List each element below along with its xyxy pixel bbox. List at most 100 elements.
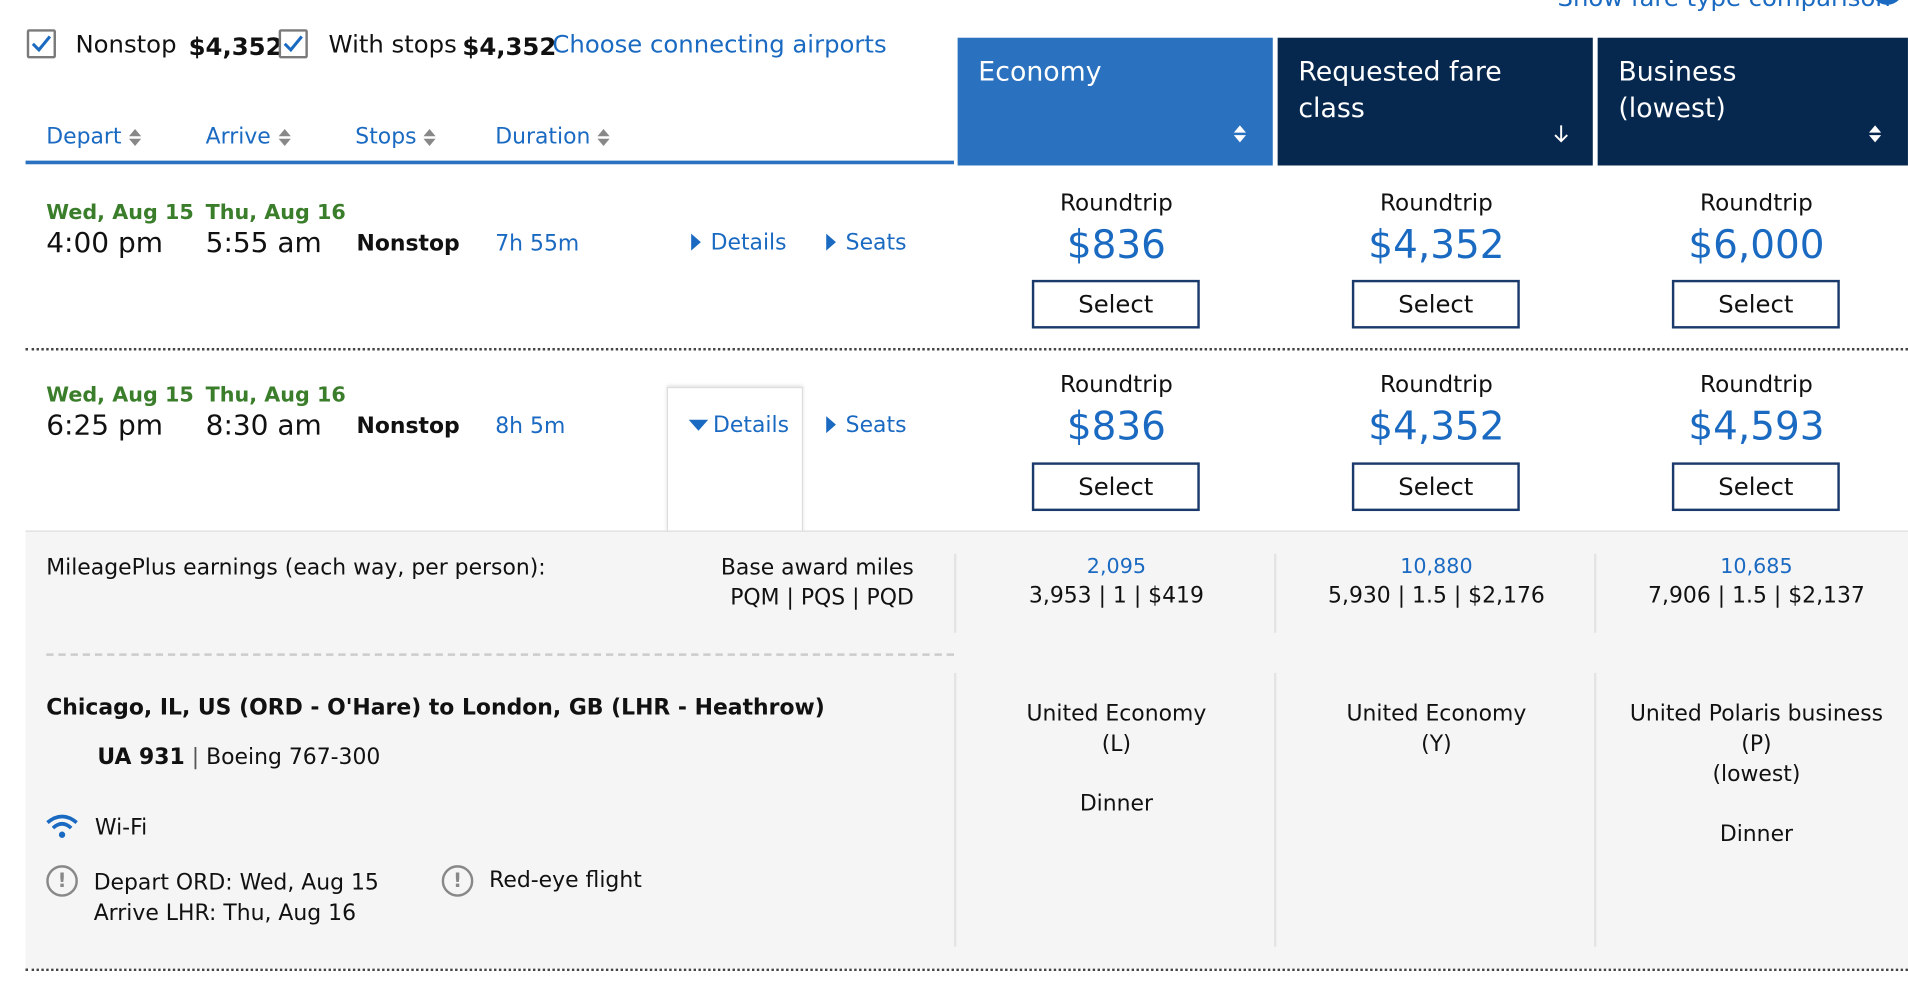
fare-type: Roundtrip [1700, 189, 1813, 217]
redeye-note: Red-eye flight [489, 867, 642, 894]
fare-type: Roundtrip [1060, 371, 1173, 398]
wifi-icon [46, 814, 78, 838]
details-link[interactable]: Details [691, 229, 787, 256]
connecting-airports-link[interactable]: Choose connecting airports [552, 29, 887, 59]
fare-comparison-link[interactable]: Show fare type comparison [1558, 0, 1891, 12]
pq-label: PQM | PQS | PQD [730, 585, 914, 611]
with-stops-checkbox[interactable] [278, 29, 308, 59]
fare-type: Roundtrip [1380, 189, 1493, 217]
sort-arrows-icon [128, 128, 141, 147]
sort-arrive-label: Arrive [205, 124, 271, 150]
fare-header-title: Business [1618, 57, 1737, 88]
sort-arrows-icon [423, 128, 436, 147]
seats-label: Seats [845, 412, 907, 439]
earnings-economy: 2,095 3,953 | 1 | $419 [956, 555, 1276, 609]
flight-number: UA 931 [97, 744, 185, 771]
mileage-label: MileagePlus earnings (each way, per pers… [46, 554, 546, 581]
cabin-code: (Y) [1421, 731, 1452, 757]
award-miles: 10,880 [1400, 554, 1473, 580]
row-divider [25, 348, 1908, 351]
sort-arrows-icon [278, 128, 291, 147]
fare-header-title: Requested fare class [1298, 57, 1502, 125]
depart-date: Wed, Aug 15 [46, 200, 194, 226]
wifi-label: Wi-Fi [94, 815, 148, 841]
panel-bottom-divider [25, 968, 1908, 972]
arrive-note: Arrive LHR: Thu, Aug 16 [93, 900, 357, 926]
earnings-business: 10,685 7,906 | 1.5 | $2,137 [1596, 555, 1908, 609]
sort-stops[interactable]: Stops [355, 124, 436, 150]
sort-underline [25, 160, 954, 165]
details-label: Details [710, 229, 787, 256]
select-button[interactable]: Select [1351, 279, 1520, 329]
cabin-subtitle: (lowest) [1712, 761, 1801, 788]
fare-header-business[interactable]: Business (lowest) [1597, 37, 1908, 166]
details-link[interactable]: Details [688, 412, 789, 439]
seats-link[interactable]: Seats [826, 230, 906, 256]
stops-value: Nonstop [356, 413, 460, 440]
select-button[interactable]: Select [1671, 279, 1840, 329]
fare-price: $4,352 [1368, 221, 1505, 268]
fare-header-requested[interactable]: Requested fare class [1277, 37, 1593, 166]
fare-price: $4,593 [1688, 402, 1825, 449]
pq-values: 5,930 | 1.5 | $2,176 [1328, 582, 1545, 609]
arrow-down-icon [1554, 125, 1568, 143]
fare-type: Roundtrip [1380, 371, 1493, 398]
caret-right-icon [826, 416, 836, 434]
cabin-code: (P) [1741, 731, 1772, 757]
aircraft-type: Boeing 767-300 [206, 744, 381, 771]
select-button[interactable]: Select [1031, 279, 1200, 329]
fare-cell-economy: Roundtrip $836 [956, 189, 1276, 272]
nonstop-checkbox[interactable] [26, 29, 56, 59]
depart-time: 6:25 pm [46, 410, 164, 442]
cabin-name: United Economy [1346, 700, 1527, 727]
fare-cell-requested: Roundtrip $4,352 [1276, 370, 1596, 453]
depart-arrive-note: Depart ORD: Wed, Aug 15 Arrive LHR: Thu,… [94, 868, 379, 929]
with-stops-label: With stops [328, 29, 457, 59]
flight-row: Wed, Aug 15 6:25 pm Thu, Aug 16 8:30 am … [26, 350, 1908, 533]
cabin-name: United Economy [1026, 700, 1207, 727]
with-stops-price: $4,352 [462, 31, 557, 61]
fare-type: Roundtrip [1060, 189, 1173, 217]
nonstop-label: Nonstop [75, 29, 177, 59]
alert-icon: ! [441, 865, 474, 897]
cabin-name: United Polaris business [1629, 700, 1884, 727]
pq-values: 3,953 | 1 | $419 [1028, 582, 1204, 609]
fare-header-title: Economy [978, 57, 1102, 88]
depart-note: Depart ORD: Wed, Aug 15 [93, 870, 379, 896]
sort-arrive[interactable]: Arrive [206, 124, 291, 150]
depart-time: 4:00 pm [46, 227, 164, 260]
check-icon [283, 35, 303, 53]
select-button[interactable]: Select [1351, 462, 1520, 512]
pq-values: 7,906 | 1.5 | $2,137 [1648, 582, 1865, 609]
column-divider [1273, 672, 1277, 947]
duration-value: 7h 55m [495, 231, 580, 257]
fare-header-economy[interactable]: Economy [957, 37, 1273, 166]
depart-date: Wed, Aug 15 [46, 383, 194, 408]
arrive-time: 5:55 am [205, 227, 322, 260]
nonstop-price: $4,352 [188, 31, 283, 61]
base-award-label: Base award miles [720, 554, 914, 581]
caret-right-icon [691, 233, 701, 251]
sort-arrows-icon [1233, 124, 1247, 143]
column-divider [1594, 672, 1597, 947]
fare-header-subtitle: (lowest) [1618, 93, 1726, 125]
flight-info: UA 931 | Boeing 767-300 [97, 744, 381, 771]
fare-price: $4,352 [1368, 402, 1505, 449]
select-button[interactable]: Select [1031, 462, 1200, 512]
alert-icon: ! [46, 865, 78, 897]
select-button[interactable]: Select [1671, 462, 1840, 512]
award-miles: 2,095 [1086, 554, 1147, 580]
fare-cell-business: Roundtrip $6,000 [1596, 189, 1908, 272]
info-icon[interactable] [1871, 0, 1904, 5]
sort-duration[interactable]: Duration [495, 124, 610, 150]
fare-price: $6,000 [1688, 221, 1825, 268]
details-tab-open[interactable]: Details [666, 386, 804, 533]
fare-price: $836 [1066, 221, 1166, 268]
duration-value: 8h 5m [495, 413, 566, 440]
seats-link[interactable]: Seats [826, 412, 906, 438]
sort-depart[interactable]: Depart [46, 124, 141, 150]
cabin-business: United Polaris business (P) (lowest) Din… [1596, 698, 1908, 849]
stops-value: Nonstop [356, 231, 460, 257]
details-label: Details [713, 412, 789, 439]
meal: Dinner [1079, 790, 1154, 817]
